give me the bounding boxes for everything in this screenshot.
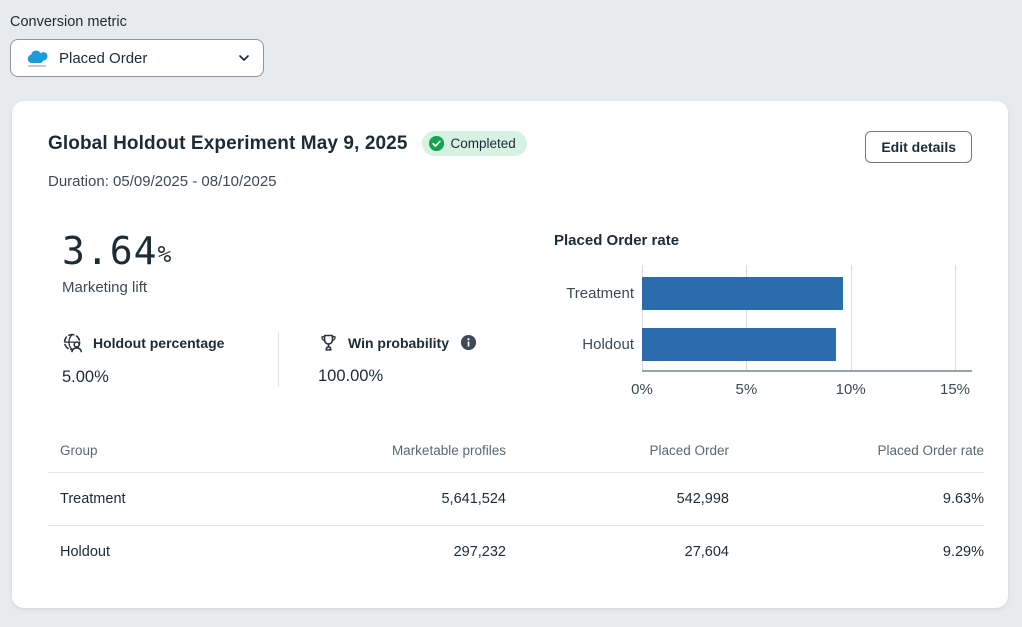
chart-category-labels: Treatment Holdout [552, 265, 642, 372]
chevron-down-icon [237, 51, 251, 65]
conversion-metric-filter: Conversion metric Placed Order [0, 0, 1022, 77]
chart-x-axis-ticks: 0% 5% 10% 15% [631, 381, 972, 403]
chart-gridline [642, 265, 643, 370]
trophy-icon [318, 332, 339, 353]
experiment-title: Global Holdout Experiment May 9, 2025 [48, 132, 408, 154]
conversion-metric-dropdown[interactable]: Placed Order [10, 39, 264, 77]
chart-plot [642, 265, 972, 372]
results-table: Group Marketable profiles Placed Order Plac… [48, 443, 984, 579]
conversion-metric-value: Placed Order [59, 49, 148, 67]
table-cell: 297,232 [453, 544, 506, 561]
chart-category-label: Holdout [582, 336, 634, 353]
table-column-header: Marketable profiles [270, 443, 506, 473]
win-probability-value: 100.00% [318, 367, 384, 385]
chart-title: Placed Order rate [554, 232, 680, 249]
chart-gridline [746, 265, 748, 370]
table-column-header: Placed Order [506, 443, 729, 473]
marketing-lift-label: Marketing lift [62, 279, 148, 296]
holdout-percentage-metric: Holdout percentage 5.00% [48, 332, 279, 387]
chart-x-axis-line [642, 370, 972, 372]
chart-tick-label: 15% [939, 381, 971, 398]
status-badge-label: Completed [450, 136, 516, 151]
win-probability-metric: Win probability 100.00% [279, 332, 477, 387]
table-cell: 5,641,524 [270, 472, 506, 526]
marketing-lift-unit: % [157, 242, 172, 268]
status-badge: Completed [421, 131, 527, 156]
table-row: Holdout 297,232 27,604 9.29% [48, 526, 984, 579]
globe-person-icon [62, 332, 84, 354]
experiment-duration: Duration: 05/09/2025 - 08/10/2025 [48, 173, 277, 190]
holdout-percentage-label: Holdout percentage [93, 335, 225, 351]
info-icon[interactable] [460, 334, 477, 351]
table-cell: Holdout [60, 544, 110, 561]
table-row: Treatment 5,641,524 542,998 9.63% [48, 472, 984, 526]
table-column-header: Placed Order rate [729, 443, 984, 473]
chart-bar-holdout [642, 328, 836, 361]
table-cell: Treatment [48, 472, 270, 526]
table-cell: 542,998 [506, 472, 729, 526]
edit-details-button[interactable]: Edit details [865, 131, 972, 163]
table-header-row: Group Marketable profiles Placed Order Plac… [48, 443, 984, 473]
chart-tick-label: 10% [835, 381, 866, 398]
chart-gridline [850, 265, 852, 370]
metric-source-cloud-icon [25, 50, 49, 67]
holdout-percentage-value: 5.00% [62, 368, 109, 386]
conversion-metric-label: Conversion metric [10, 14, 127, 30]
table-cell: 9.63% [729, 472, 984, 526]
win-probability-label: Win probability [348, 334, 449, 351]
chart-tick-label: 5% [735, 381, 758, 398]
chart-tick-label: 0% [631, 381, 653, 398]
table-column-header: Group [48, 443, 270, 473]
metrics-column: 3.64 % Marketing lift [48, 232, 516, 403]
experiment-card: Global Holdout Experiment May 9, 2025 Co… [12, 101, 1008, 608]
chart-category-label: Treatment [566, 285, 634, 302]
chart-bar-treatment [642, 277, 843, 310]
check-circle-icon [428, 135, 445, 152]
table-cell: 27,604 [684, 544, 729, 561]
marketing-lift-metric: 3.64 % [48, 232, 516, 270]
card-content: 3.64 % Marketing lift [48, 232, 972, 403]
placed-order-rate-chart: Placed Order rate Treatment Holdout 0% 5% 1… [552, 232, 972, 403]
card-header: Global Holdout Experiment May 9, 2025 Co… [48, 131, 972, 163]
chart-gridline [955, 265, 956, 370]
marketing-lift-value: 3.64 [62, 229, 158, 273]
secondary-metrics-row: Holdout percentage 5.00% Win p [48, 332, 516, 387]
table-cell: 9.29% [942, 544, 984, 561]
